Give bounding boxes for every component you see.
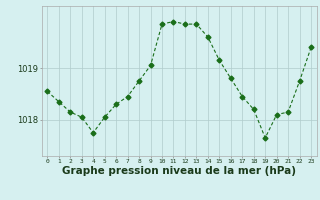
X-axis label: Graphe pression niveau de la mer (hPa): Graphe pression niveau de la mer (hPa) — [62, 166, 296, 176]
